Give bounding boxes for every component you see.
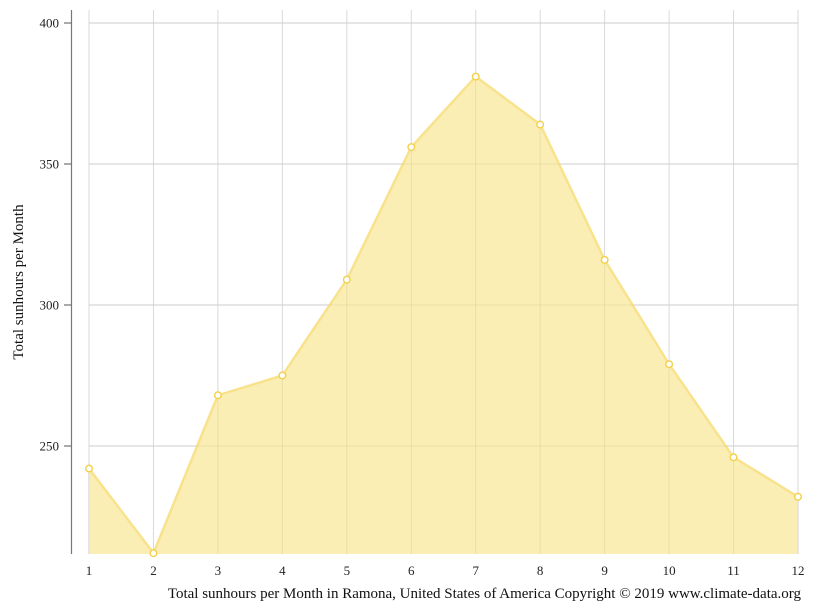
data-point[interactable] — [149, 549, 158, 558]
data-point[interactable] — [342, 275, 351, 284]
area-fill — [89, 76, 798, 554]
x-tick-label: 10 — [663, 563, 676, 578]
y-tick-label: 400 — [40, 16, 60, 31]
x-tick-label: 5 — [344, 563, 351, 578]
x-tick-label: 3 — [215, 563, 222, 578]
data-point[interactable] — [665, 360, 674, 369]
data-point[interactable] — [278, 371, 287, 380]
data-point[interactable] — [471, 72, 480, 81]
grid-over — [88, 22, 799, 554]
data-markers — [84, 72, 803, 558]
x-tick-label: 9 — [601, 563, 608, 578]
y-tick-label: 300 — [40, 298, 60, 313]
x-tick-label: 6 — [408, 563, 415, 578]
y-axis-title: Total sunhours per Month — [11, 204, 27, 360]
data-point[interactable] — [84, 464, 93, 473]
data-point[interactable] — [600, 255, 609, 264]
data-point[interactable] — [213, 391, 222, 400]
data-point[interactable] — [407, 143, 416, 152]
x-tick-label: 2 — [150, 563, 157, 578]
data-point[interactable] — [729, 453, 738, 462]
y-ticks: 250 300 350 400 — [40, 16, 71, 454]
data-point[interactable] — [794, 492, 803, 501]
y-tick-label: 250 — [40, 439, 60, 454]
x-tick-label: 12 — [792, 563, 805, 578]
x-tick-label: 7 — [472, 563, 479, 578]
x-ticks: 1 2 3 4 5 6 7 8 9 10 11 12 — [86, 563, 805, 578]
x-tick-label: 1 — [86, 563, 93, 578]
x-tick-label: 4 — [279, 563, 286, 578]
data-line — [88, 74, 799, 556]
x-tick-label: 8 — [537, 563, 544, 578]
x-tick-label: 11 — [727, 563, 740, 578]
chart-caption: Total sunhours per Month in Ramona, Unit… — [168, 586, 802, 602]
data-point[interactable] — [536, 120, 545, 129]
y-tick-label: 350 — [40, 157, 60, 172]
